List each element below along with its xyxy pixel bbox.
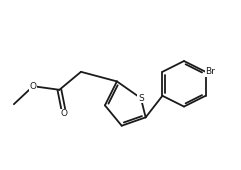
Text: Br: Br [206,67,215,76]
Text: O: O [61,109,68,118]
Text: O: O [30,82,37,91]
Text: S: S [138,94,144,103]
